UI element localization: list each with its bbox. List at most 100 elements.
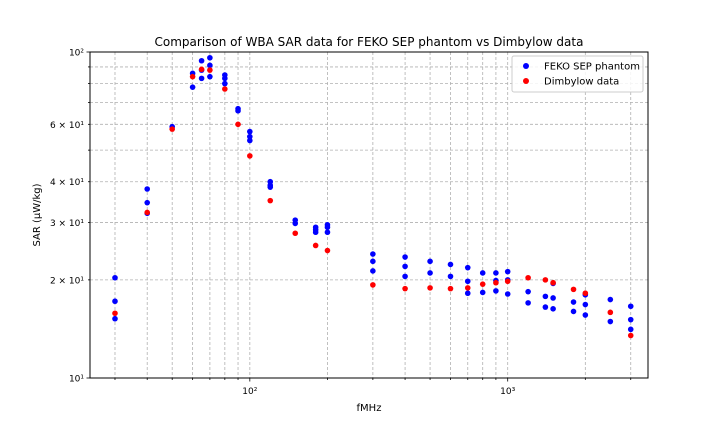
y-tick-label: 2 × 10¹ xyxy=(50,276,84,286)
dimbylow-point xyxy=(144,209,151,216)
feko-point xyxy=(247,137,253,144)
dimbylow-point xyxy=(427,285,433,291)
feko-point xyxy=(582,312,589,318)
legend-box xyxy=(511,55,644,93)
feko-point xyxy=(582,301,589,308)
feko-point xyxy=(427,270,433,276)
feko-point xyxy=(112,298,118,305)
dimbylow-point xyxy=(222,86,228,92)
feko-point xyxy=(370,268,376,274)
feko-point xyxy=(464,264,471,271)
feko-point xyxy=(370,251,376,257)
legend: FEKO SEP phantom Dimbylow data xyxy=(511,55,644,93)
y-tick-label: 10² xyxy=(69,49,84,59)
feko-point xyxy=(222,80,228,87)
x-tick-label: 10² xyxy=(242,387,257,397)
legend-marker-dimbylow xyxy=(523,78,529,84)
feko-point xyxy=(402,273,408,280)
dimbylow-point xyxy=(235,121,241,128)
data-points xyxy=(112,54,634,339)
feko-point xyxy=(504,291,511,297)
feko-point xyxy=(479,270,486,276)
legend-label-dimbylow: Dimbylow data xyxy=(544,77,619,88)
feko-point xyxy=(112,274,118,281)
dimbylow-point xyxy=(627,332,634,339)
dimbylow-point xyxy=(112,310,118,317)
feko-point xyxy=(627,316,634,323)
feko-point xyxy=(550,295,556,301)
feko-point xyxy=(550,306,556,312)
x-tick-label: 10³ xyxy=(500,387,515,397)
axis-ticks: 10² 10³ 10¹ 2 × 10¹ 3 × 10¹ 4 × 10¹ 6 × 10¹ 10² xyxy=(50,49,632,397)
feko-point xyxy=(324,229,331,236)
dimbylow-point xyxy=(402,285,408,292)
feko-point xyxy=(207,73,213,80)
feko-point xyxy=(402,263,408,270)
feko-point xyxy=(627,326,634,333)
feko-point xyxy=(525,300,531,306)
dimbylow-point xyxy=(370,282,376,288)
feko-point xyxy=(570,308,577,315)
dimbylow-point xyxy=(247,153,253,159)
dimbylow-point xyxy=(198,66,205,73)
dimbylow-point xyxy=(464,285,471,291)
feko-point xyxy=(292,220,299,227)
feko-point xyxy=(525,288,531,295)
dimbylow-point xyxy=(169,126,175,132)
dimbylow-point xyxy=(324,247,331,254)
feko-point xyxy=(189,84,196,90)
y-tick-label: 10¹ xyxy=(69,375,84,385)
feko-point xyxy=(207,54,213,61)
legend-marker-feko xyxy=(523,63,529,69)
dimbylow-point xyxy=(447,285,454,292)
feko-point xyxy=(247,133,253,140)
y-axis-label: SAR (μW/kg) xyxy=(32,183,43,246)
dimbylow-point xyxy=(582,290,589,297)
dimbylow-point xyxy=(607,309,614,316)
feko-point xyxy=(144,199,151,206)
feko-point xyxy=(542,293,549,300)
feko-point xyxy=(267,184,274,190)
dimbylow-point xyxy=(189,73,196,80)
x-axis-label: fMHz xyxy=(357,403,382,414)
feko-point xyxy=(542,304,549,310)
feko-point xyxy=(493,270,499,276)
feko-point xyxy=(447,261,454,268)
dimbylow-point xyxy=(479,281,486,287)
dimbylow-point xyxy=(267,197,274,204)
feko-point xyxy=(479,289,486,296)
feko-point xyxy=(247,128,253,135)
feko-point xyxy=(607,296,614,303)
y-tick-label: 3 × 10¹ xyxy=(50,219,84,229)
feko-point xyxy=(312,229,319,236)
feko-point xyxy=(144,186,151,192)
dimbylow-point xyxy=(542,277,549,283)
feko-point xyxy=(370,258,376,265)
plot-frame xyxy=(89,51,649,379)
dimbylow-point xyxy=(207,67,213,73)
feko-point xyxy=(627,303,634,310)
feko-point xyxy=(112,315,118,322)
feko-point xyxy=(464,290,471,297)
chart-title: Comparison of WBA SAR data for FEKO SEP … xyxy=(155,35,584,49)
dimbylow-point xyxy=(312,242,319,249)
feko-point xyxy=(493,288,499,294)
feko-point xyxy=(198,75,205,82)
feko-point xyxy=(235,108,241,114)
feko-point xyxy=(324,224,331,231)
feko-point xyxy=(607,318,614,325)
feko-point xyxy=(222,75,228,82)
dimbylow-point xyxy=(525,274,531,281)
feko-point xyxy=(570,299,577,305)
dimbylow-point xyxy=(493,279,499,286)
feko-point xyxy=(447,273,454,280)
y-tick-label: 6 × 10¹ xyxy=(50,121,84,131)
feko-point xyxy=(504,268,511,275)
dimbylow-point xyxy=(292,230,299,237)
legend-label-feko: FEKO SEP phantom xyxy=(544,62,640,73)
dimbylow-point xyxy=(570,286,577,293)
feko-point xyxy=(207,62,213,69)
feko-point xyxy=(427,258,433,265)
dimbylow-point xyxy=(504,278,511,285)
